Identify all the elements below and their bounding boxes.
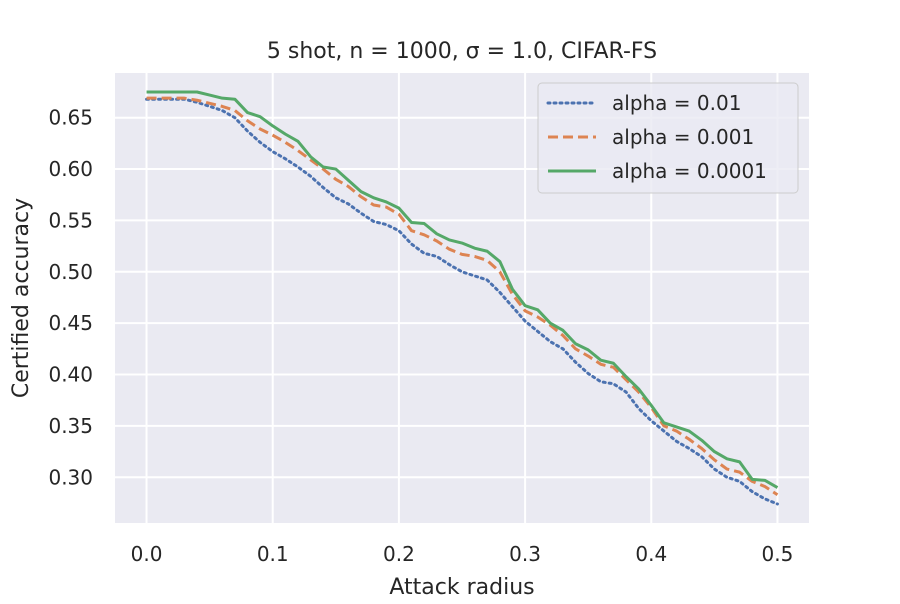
y-tick-label: 0.35	[48, 414, 93, 438]
legend-entries: alpha = 0.01 alpha = 0.001 alpha = 0.0001	[546, 91, 767, 183]
y-tick-labels: 0.30 0.35 0.40 0.45 0.50 0.55 0.60 0.65	[48, 106, 93, 490]
y-tick-label: 0.40	[48, 363, 93, 387]
y-tick-label: 0.60	[48, 157, 93, 181]
y-tick-label: 0.65	[48, 106, 93, 130]
series-line-0	[145, 97, 779, 506]
legend: alpha = 0.01 alpha = 0.001 alpha = 0.0001	[537, 82, 799, 194]
chart-title: 5 shot, n = 1000, σ = 1.0, CIFAR-FS	[267, 39, 657, 64]
series-lines	[145, 90, 779, 506]
series-line-2	[146, 90, 779, 489]
legend-label-2: alpha = 0.0001	[612, 159, 767, 183]
y-tick-label: 0.45	[48, 311, 93, 335]
x-tick-labels: 0.0 0.1 0.2 0.3 0.4 0.5	[131, 542, 794, 566]
series-line-1	[146, 96, 779, 497]
grid-lines	[115, 73, 809, 523]
legend-label-1: alpha = 0.001	[612, 125, 754, 149]
x-tick-label: 0.5	[762, 542, 794, 566]
x-tick-label: 0.3	[509, 542, 541, 566]
y-tick-label: 0.50	[48, 260, 93, 284]
legend-label-0: alpha = 0.01	[612, 91, 741, 115]
y-axis-label: Certified accuracy	[9, 198, 34, 398]
y-tick-label: 0.30	[48, 465, 93, 489]
x-tick-label: 0.1	[257, 542, 289, 566]
x-axis-label: Attack radius	[389, 575, 534, 600]
legend-box	[537, 82, 799, 194]
x-tick-label: 0.2	[383, 542, 415, 566]
x-tick-label: 0.4	[635, 542, 667, 566]
x-tick-label: 0.0	[131, 542, 163, 566]
y-tick-label: 0.55	[48, 208, 93, 232]
